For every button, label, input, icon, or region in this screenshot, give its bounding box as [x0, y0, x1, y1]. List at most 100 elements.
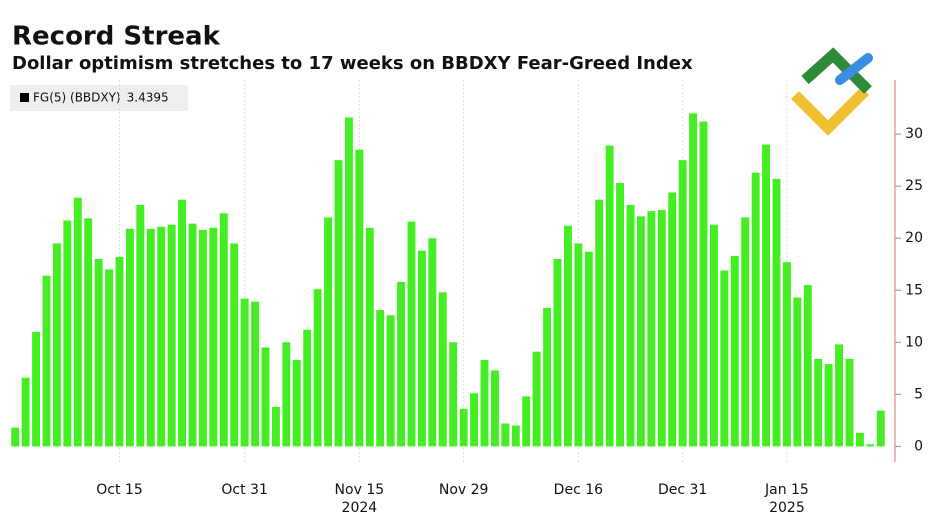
bar [470, 393, 479, 447]
bar [668, 192, 677, 447]
bar [626, 204, 635, 447]
bar [115, 256, 124, 447]
bar [282, 342, 291, 447]
bar [292, 359, 301, 447]
chart-title: Record Streak [12, 22, 221, 52]
bar [11, 427, 20, 447]
legend-value: 3.4395 [127, 91, 169, 105]
bar [876, 410, 885, 447]
bar [532, 351, 541, 447]
bar [219, 213, 228, 447]
y-tick-label: 15 [905, 282, 923, 298]
bar [699, 121, 708, 447]
y-tick-label: 20 [905, 230, 923, 246]
bar [647, 211, 656, 447]
bar [365, 227, 374, 447]
bar [376, 310, 385, 447]
legend-box [10, 85, 188, 111]
bar [355, 149, 364, 447]
bar [105, 269, 114, 447]
bar [845, 358, 854, 447]
bar [261, 347, 270, 447]
bar [772, 178, 781, 447]
bar [52, 243, 61, 447]
bar [657, 210, 666, 447]
logo [791, 47, 873, 136]
bar [209, 227, 218, 447]
bar [397, 281, 406, 447]
bar [313, 289, 322, 447]
bar [230, 243, 239, 447]
bar [188, 223, 197, 447]
bar [678, 160, 687, 447]
x-tick-label: Oct 15 [96, 482, 142, 498]
bar [146, 228, 155, 447]
bar [574, 243, 583, 447]
bar [522, 396, 531, 447]
x-year-label: 2024 [342, 500, 378, 516]
bar [584, 251, 593, 447]
bar [636, 216, 645, 447]
bar [178, 199, 187, 447]
x-tick-label: Jan 15 [764, 482, 809, 498]
bar [511, 425, 520, 447]
bar [198, 229, 207, 447]
bar [595, 199, 604, 447]
bar [605, 145, 614, 447]
bar [32, 331, 41, 447]
bar [689, 113, 698, 447]
bar [449, 342, 458, 447]
bar [709, 224, 718, 447]
bar [803, 285, 812, 447]
bar [793, 297, 802, 447]
x-year-label: 2025 [769, 500, 805, 516]
bar [42, 275, 51, 447]
bar [616, 183, 625, 447]
bar [21, 377, 30, 447]
bar [240, 298, 249, 447]
bar [501, 423, 510, 447]
bar [490, 370, 499, 447]
x-tick-label: Dec 31 [658, 482, 707, 498]
bar [386, 315, 395, 447]
bar [125, 228, 134, 447]
x-tick-label: Nov 15 [335, 482, 385, 498]
bar [334, 160, 343, 447]
bar [324, 217, 333, 447]
bar [543, 307, 552, 447]
x-tick-label: Oct 31 [221, 482, 267, 498]
bar [720, 270, 729, 447]
bar [782, 262, 791, 447]
bar [303, 329, 312, 447]
bar [84, 218, 93, 447]
y-tick-label: 0 [914, 438, 923, 454]
legend-label: FG(5) (BBDXY) [33, 91, 121, 105]
bar [824, 364, 833, 447]
bar [762, 144, 771, 447]
bar [271, 406, 280, 447]
bar [157, 226, 166, 447]
bar [73, 197, 82, 447]
chart-subtitle: Dollar optimism stretches to 17 weeks on… [12, 53, 693, 74]
x-tick-label: Dec 16 [554, 482, 603, 498]
bar [814, 358, 823, 447]
bar [63, 220, 72, 447]
x-tick-label: Nov 29 [439, 482, 489, 498]
bar [855, 432, 864, 447]
y-tick-label: 30 [905, 126, 923, 142]
bar [344, 117, 353, 447]
bar [553, 259, 562, 447]
bar [741, 217, 750, 447]
bar [94, 259, 103, 447]
y-tick-label: 10 [905, 334, 923, 350]
legend-swatch [20, 93, 29, 102]
bar [730, 255, 739, 447]
bar [835, 344, 844, 447]
bar [428, 238, 437, 447]
bar [136, 204, 145, 447]
bar [480, 359, 489, 447]
bar [407, 221, 416, 447]
bar [459, 408, 468, 447]
